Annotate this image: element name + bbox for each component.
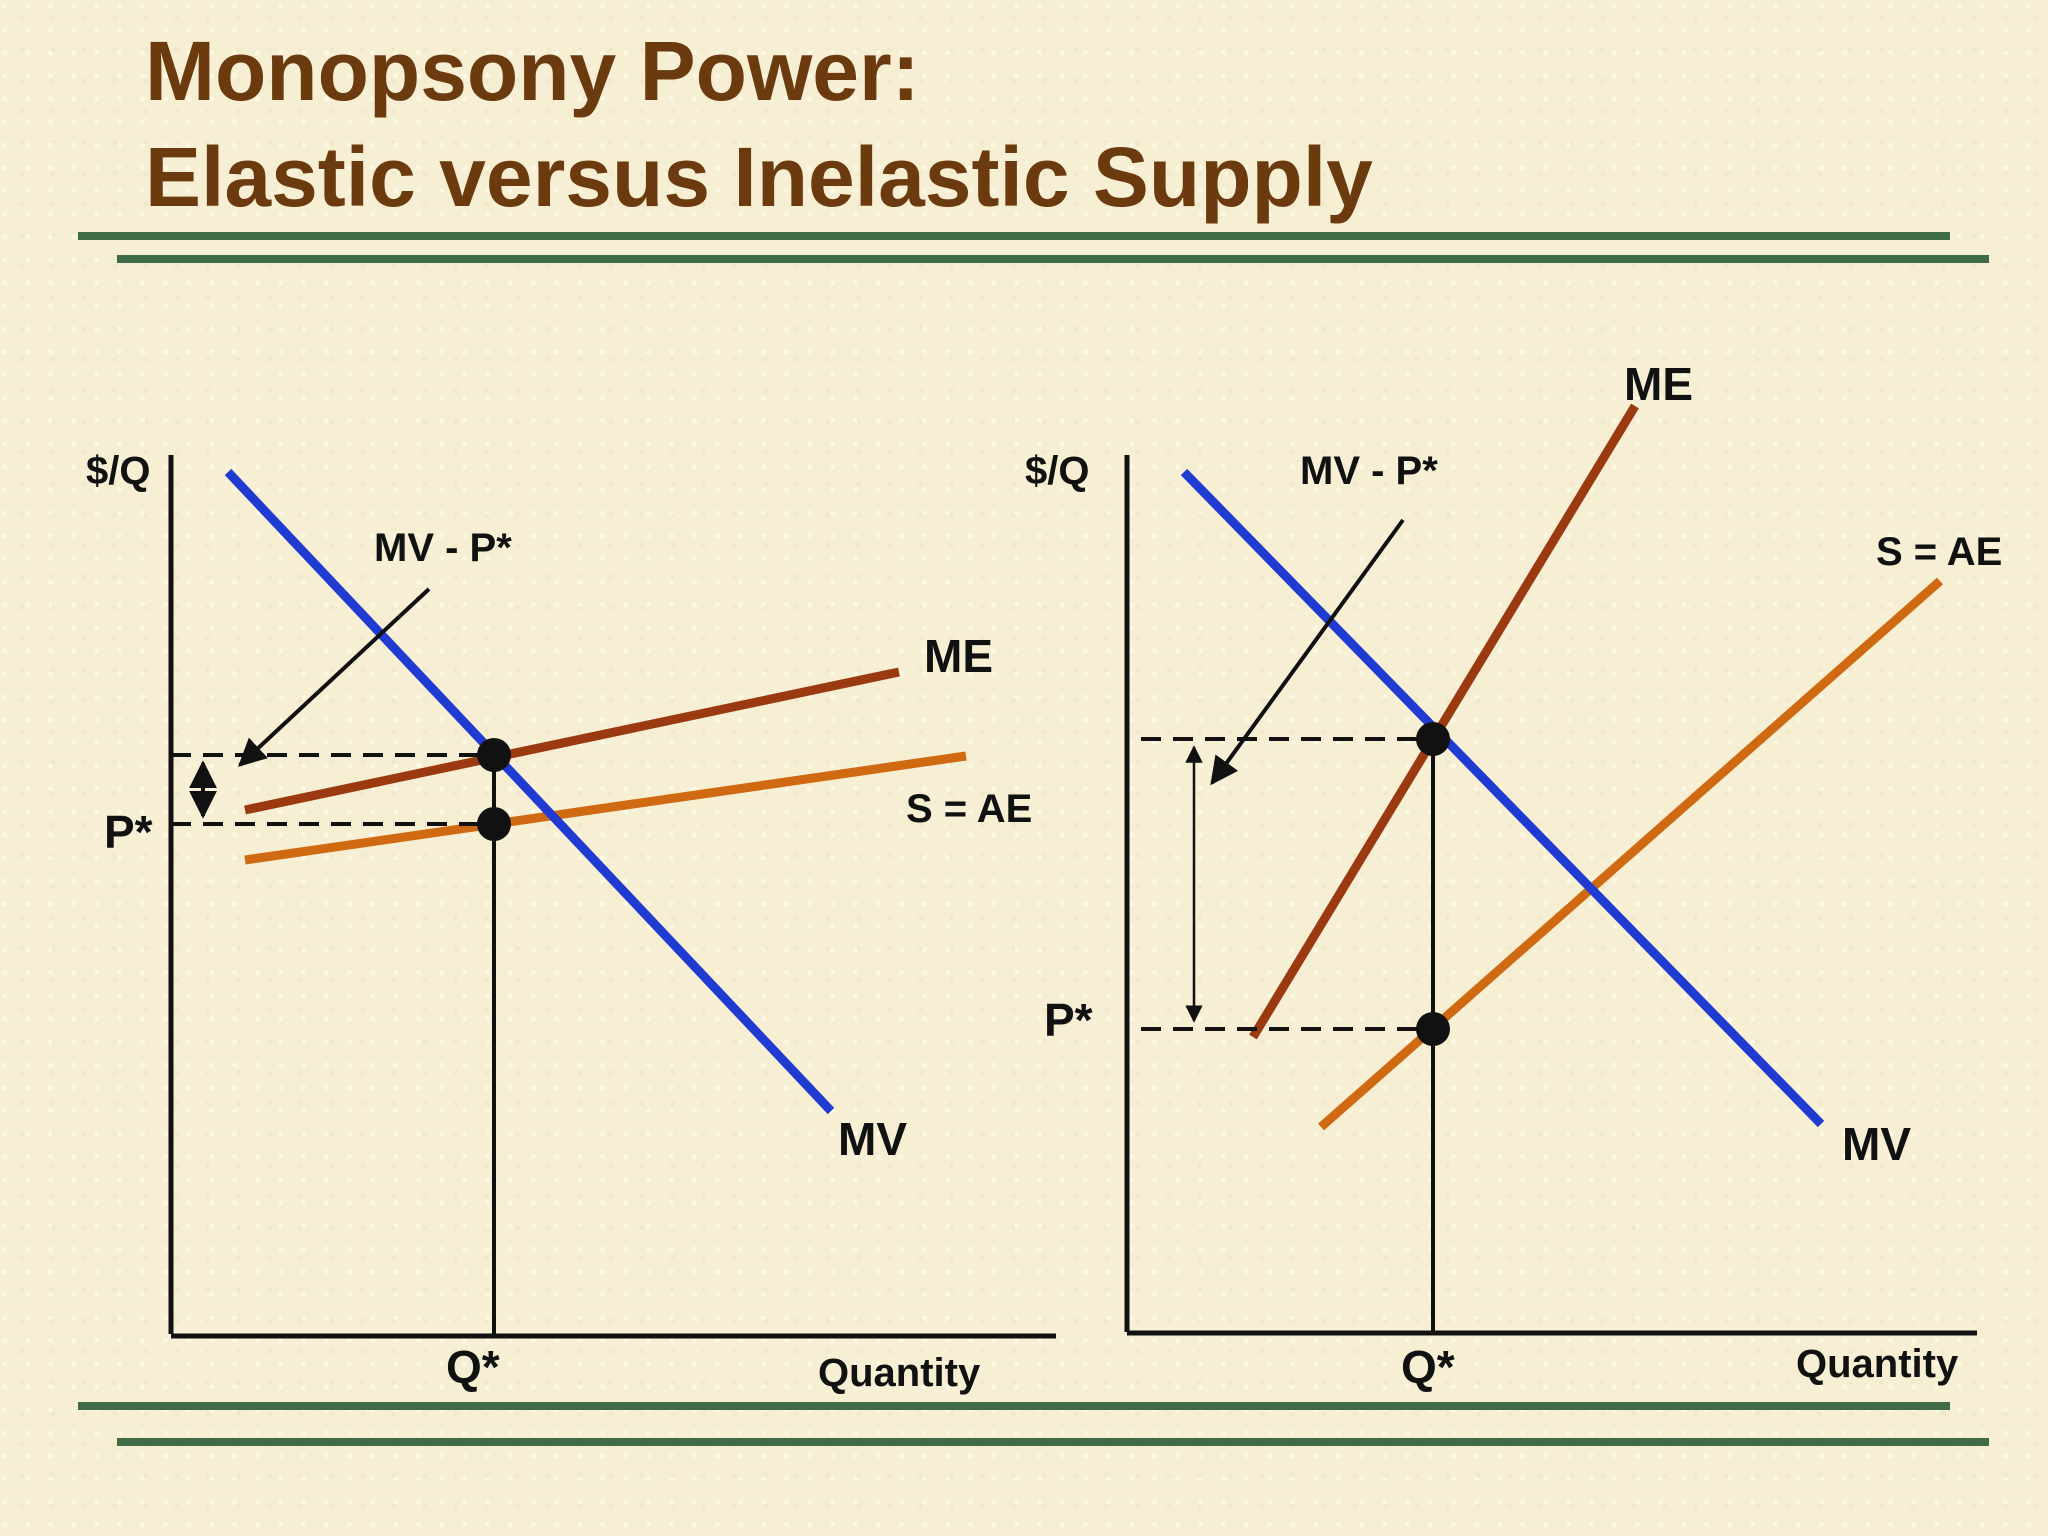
left-panel: $/Q Quantity Q* P* MV ME S = AE MV - P* (86, 449, 1056, 1395)
right-gap-label: MV - P* (1300, 449, 1438, 493)
left-mv-me-point (477, 738, 511, 772)
left-y-axis-label: $/Q (86, 449, 150, 493)
left-p-star-label: P* (104, 806, 153, 858)
right-q-star-label: Q* (1401, 1341, 1455, 1393)
left-mv-curve (224, 468, 835, 1115)
left-q-star-label: Q* (446, 1341, 500, 1393)
right-mv-me-point (1416, 722, 1450, 756)
left-gap-label: MV - P* (374, 526, 512, 570)
right-p-star-label: P* (1044, 994, 1093, 1046)
right-supply-curve (1318, 577, 1943, 1131)
right-x-axis-label: Quantity (1796, 1342, 1959, 1386)
left-me-label: ME (924, 630, 993, 682)
left-supply-curve (244, 751, 967, 865)
right-mv-curve (1180, 468, 1825, 1128)
bottom-rule-2 (117, 1438, 1989, 1446)
right-me-curve (1249, 403, 1639, 1040)
right-supply-label: S = AE (1876, 530, 2002, 574)
right-supply-point (1416, 1012, 1450, 1046)
slide-title: Monopsony Power: Elastic versus Inelasti… (145, 18, 1373, 230)
title-line-1: Monopsony Power: (145, 24, 920, 118)
right-y-axis-label: $/Q (1025, 449, 1089, 493)
title-line-2: Elastic versus Inelastic Supply (145, 130, 1373, 224)
left-gap-pointer-arrow (237, 587, 431, 767)
left-supply-label: S = AE (906, 787, 1032, 831)
right-me-label: ME (1624, 358, 1693, 410)
left-supply-point (477, 807, 511, 841)
top-rule-2 (117, 255, 1989, 263)
right-mv-label: MV (1842, 1118, 1911, 1170)
bottom-rule-1 (78, 1402, 1950, 1410)
left-me-curve (244, 667, 900, 815)
left-mv-label: MV (838, 1113, 907, 1165)
right-panel: $/Q Quantity Q* P* MV ME S = AE MV - P* (1025, 358, 2002, 1393)
right-gap-pointer-arrow (1210, 518, 1405, 786)
top-rule-1 (78, 232, 1950, 240)
left-x-axis-label: Quantity (818, 1351, 981, 1395)
